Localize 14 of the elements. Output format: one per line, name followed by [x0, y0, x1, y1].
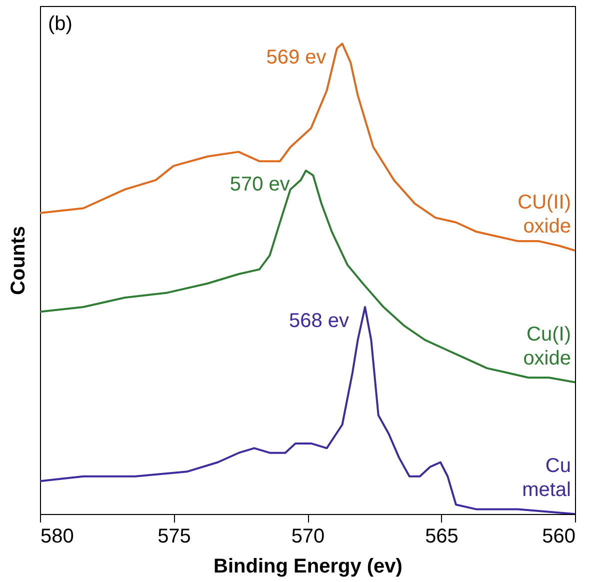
x-tick-label: 565: [425, 526, 458, 548]
series-label: Cu(I) oxide: [523, 323, 571, 370]
x-tick-label: 575: [158, 526, 191, 548]
annotation: 570 ev: [230, 174, 290, 196]
series-label: Cu metal: [522, 455, 571, 501]
x-axis-title: Binding Energy (ev): [214, 556, 402, 578]
x-tick-label: 560: [542, 526, 576, 548]
series-label: CU(II) oxide: [518, 192, 571, 238]
y-axis-title: Counts: [8, 226, 30, 295]
annotation: 569 ev: [266, 46, 326, 69]
x-tick-label: 580: [40, 526, 74, 548]
text: (b): [48, 13, 72, 35]
annotation: 568 ev: [288, 310, 350, 332]
x-tick-label: 570: [291, 526, 325, 548]
